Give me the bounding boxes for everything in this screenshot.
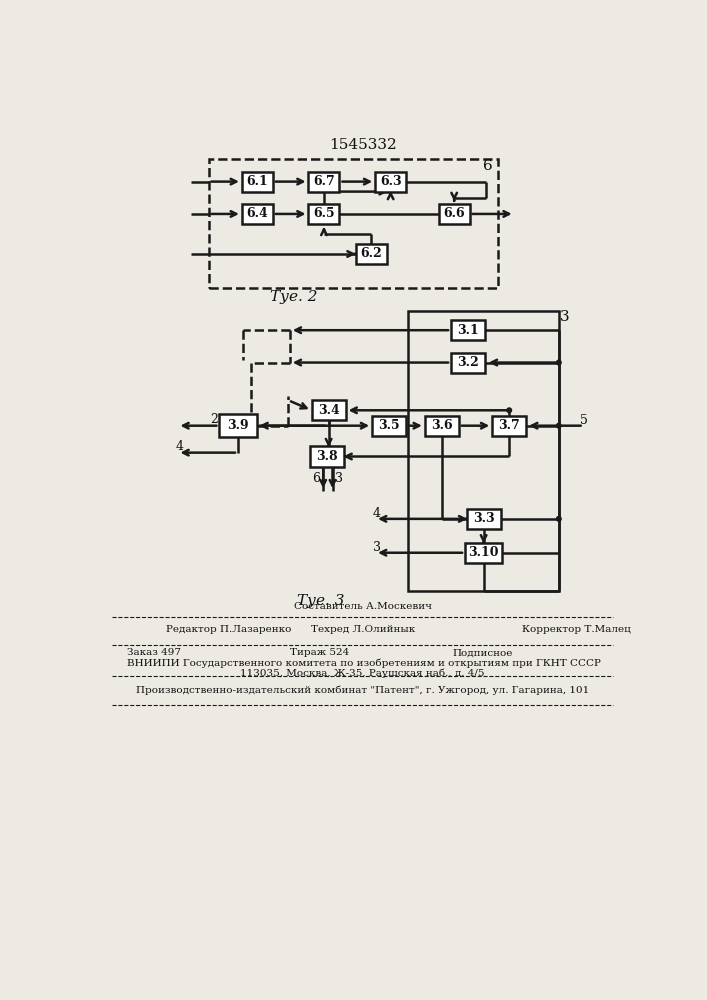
- Text: 6.4: 6.4: [247, 207, 268, 220]
- Text: 3.4: 3.4: [317, 404, 339, 417]
- Text: 6.6: 6.6: [443, 207, 465, 220]
- Circle shape: [556, 517, 561, 521]
- Text: Тираж 524: Тираж 524: [290, 648, 349, 657]
- Text: Τуе. 2: Τуе. 2: [270, 290, 317, 304]
- Text: 3.3: 3.3: [473, 512, 494, 525]
- Text: 6: 6: [312, 472, 320, 485]
- Text: 113035, Москва, Ж-35, Раушская наб., д. 4/5: 113035, Москва, Ж-35, Раушская наб., д. …: [240, 668, 485, 678]
- FancyBboxPatch shape: [219, 414, 257, 437]
- Text: 3.9: 3.9: [227, 419, 249, 432]
- Circle shape: [556, 423, 561, 428]
- FancyBboxPatch shape: [312, 400, 346, 420]
- Text: Техред Л.Олийнык: Техред Л.Олийнык: [310, 625, 415, 634]
- FancyBboxPatch shape: [425, 416, 459, 436]
- Text: 6: 6: [484, 159, 493, 173]
- FancyBboxPatch shape: [438, 204, 469, 224]
- Text: Производственно-издательский комбинат "Патент", г. Ужгород, ул. Гагарина, 101: Производственно-издательский комбинат "П…: [136, 685, 590, 695]
- FancyBboxPatch shape: [451, 353, 485, 373]
- FancyBboxPatch shape: [310, 446, 344, 466]
- FancyBboxPatch shape: [492, 416, 526, 436]
- Text: 5: 5: [580, 414, 588, 427]
- Text: 3.10: 3.10: [468, 546, 499, 559]
- FancyBboxPatch shape: [372, 416, 406, 436]
- Text: 3.6: 3.6: [431, 419, 452, 432]
- Text: Составитель А.Москевич: Составитель А.Москевич: [293, 602, 432, 611]
- Text: Корректор Т.Малец: Корректор Т.Малец: [522, 625, 631, 634]
- Circle shape: [556, 360, 561, 365]
- Text: 6.2: 6.2: [361, 247, 382, 260]
- Bar: [209, 158, 498, 288]
- Bar: [409, 311, 559, 591]
- Text: Редактор П.Лазаренко: Редактор П.Лазаренко: [166, 625, 291, 634]
- Text: 4: 4: [373, 507, 380, 520]
- Text: 3.7: 3.7: [498, 419, 520, 432]
- Text: 6.3: 6.3: [380, 175, 402, 188]
- Text: 1545332: 1545332: [329, 138, 397, 152]
- Text: 3: 3: [560, 310, 570, 324]
- Text: 6.7: 6.7: [313, 175, 335, 188]
- Text: 3.5: 3.5: [378, 419, 400, 432]
- Text: 3.1: 3.1: [457, 324, 479, 337]
- Text: 2: 2: [210, 413, 218, 426]
- FancyBboxPatch shape: [242, 204, 273, 224]
- Text: Подписное: Подписное: [452, 648, 513, 657]
- FancyBboxPatch shape: [375, 172, 406, 192]
- Text: 3: 3: [373, 541, 380, 554]
- Circle shape: [507, 408, 512, 413]
- FancyBboxPatch shape: [465, 543, 502, 563]
- Text: Τуе. 3: Τуе. 3: [297, 594, 344, 608]
- FancyBboxPatch shape: [467, 509, 501, 529]
- FancyBboxPatch shape: [308, 204, 339, 224]
- Text: Заказ 497: Заказ 497: [127, 648, 181, 657]
- FancyBboxPatch shape: [451, 320, 485, 340]
- Text: 3.8: 3.8: [316, 450, 338, 463]
- FancyBboxPatch shape: [308, 172, 339, 192]
- Text: 4: 4: [176, 440, 184, 453]
- FancyBboxPatch shape: [242, 172, 273, 192]
- Text: 3: 3: [334, 472, 343, 485]
- Text: 6.5: 6.5: [313, 207, 335, 220]
- Text: ВНИИПИ Государственного комитета по изобретениям и открытиям при ГКНТ СССР: ВНИИПИ Государственного комитета по изоб…: [127, 659, 601, 668]
- Text: 6.1: 6.1: [247, 175, 268, 188]
- FancyBboxPatch shape: [356, 244, 387, 264]
- Text: 3.2: 3.2: [457, 356, 479, 369]
